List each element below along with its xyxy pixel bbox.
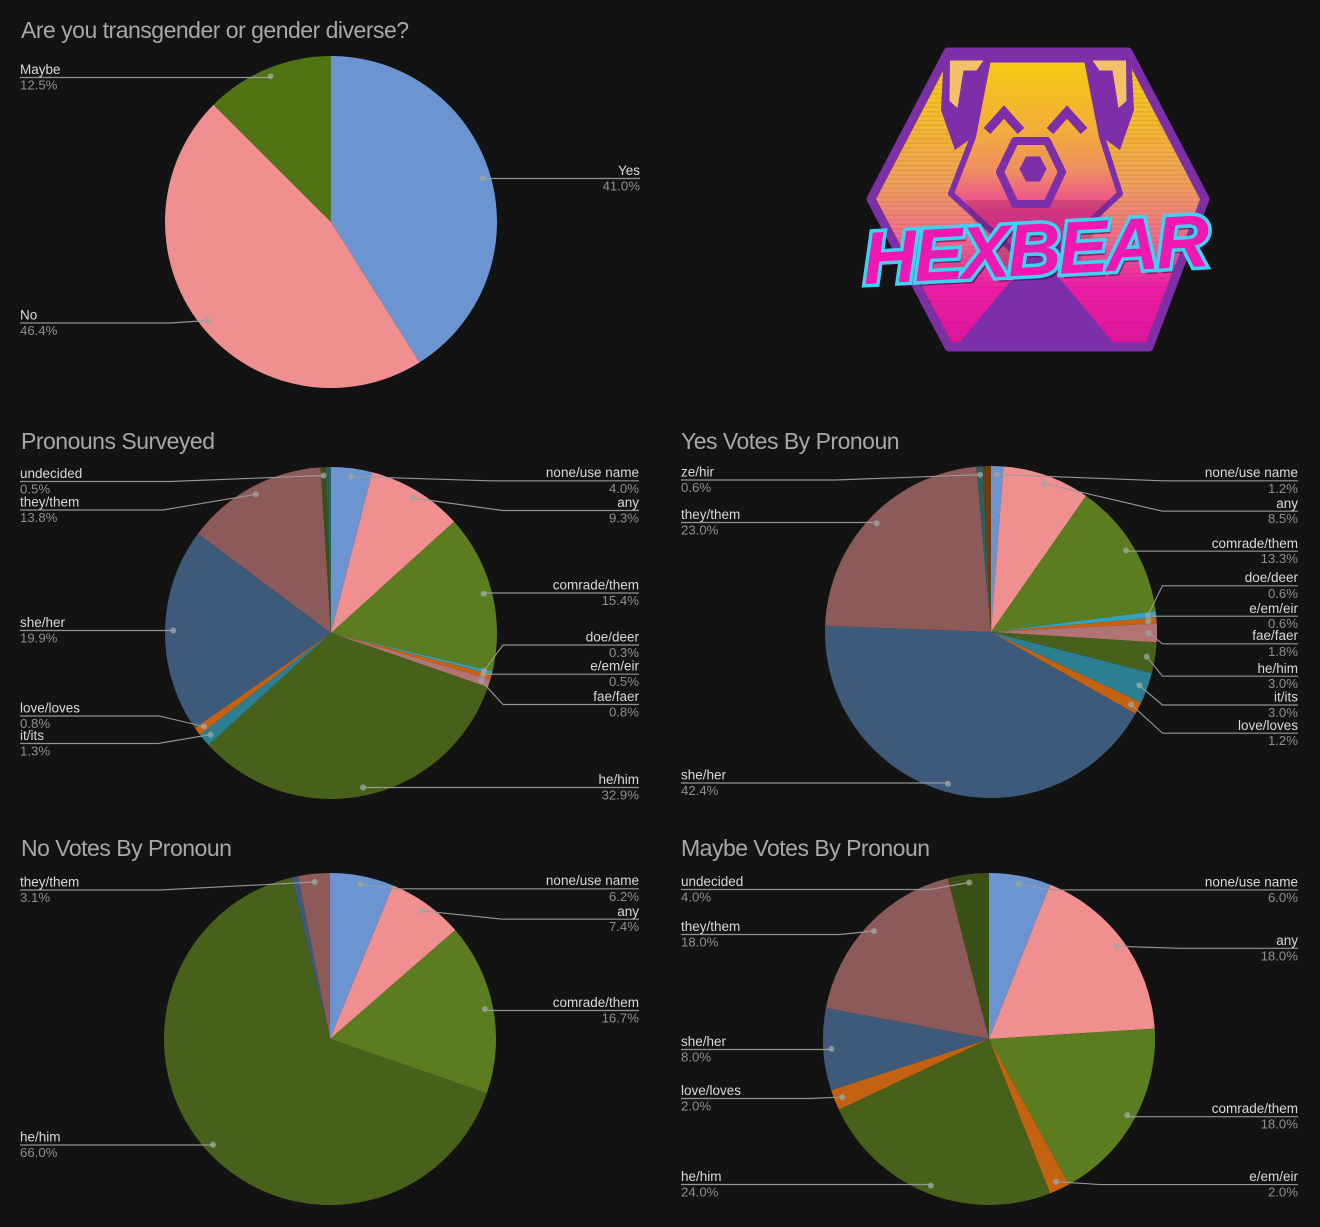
svg-text:doe/deer: doe/deer <box>586 630 640 645</box>
svg-text:8.5%: 8.5% <box>1268 511 1298 526</box>
svg-text:15.4%: 15.4% <box>602 593 640 608</box>
svg-text:3.0%: 3.0% <box>1268 676 1298 691</box>
svg-text:13.8%: 13.8% <box>20 510 58 525</box>
svg-text:any: any <box>1276 496 1298 511</box>
svg-text:3.0%: 3.0% <box>1268 705 1298 720</box>
svg-text:1.3%: 1.3% <box>20 744 50 759</box>
svg-text:none/use name: none/use name <box>1205 465 1298 480</box>
svg-text:1.8%: 1.8% <box>1268 644 1298 659</box>
svg-text:16.7%: 16.7% <box>602 1011 640 1026</box>
svg-text:comrade/them: comrade/them <box>1212 536 1298 551</box>
svg-text:66.0%: 66.0% <box>20 1145 58 1160</box>
svg-text:12.5%: 12.5% <box>20 78 58 93</box>
svg-text:Pronouns Surveyed: Pronouns Surveyed <box>21 428 215 454</box>
svg-text:4.0%: 4.0% <box>681 890 711 905</box>
svg-text:love/loves: love/loves <box>681 1083 741 1098</box>
svg-text:any: any <box>617 904 639 919</box>
svg-text:he/him: he/him <box>598 772 639 787</box>
svg-text:none/use name: none/use name <box>546 873 639 888</box>
svg-text:0.6%: 0.6% <box>681 480 711 495</box>
svg-text:13.3%: 13.3% <box>1261 551 1299 566</box>
svg-text:they/them: they/them <box>681 507 740 522</box>
svg-text:he/him: he/him <box>681 1169 722 1184</box>
svg-text:they/them: they/them <box>681 919 740 934</box>
svg-text:18.0%: 18.0% <box>1261 1117 1299 1132</box>
svg-text:doe/deer: doe/deer <box>1245 570 1299 585</box>
svg-text:comrade/them: comrade/them <box>553 995 639 1010</box>
svg-text:they/them: they/them <box>20 495 79 510</box>
svg-text:she/her: she/her <box>681 1034 727 1049</box>
svg-text:8.0%: 8.0% <box>681 1050 711 1065</box>
svg-text:19.9%: 19.9% <box>20 631 58 646</box>
svg-text:none/use name: none/use name <box>546 465 639 480</box>
svg-text:Are you transgender or gender: Are you transgender or gender diverse? <box>21 17 409 43</box>
svg-text:it/its: it/its <box>20 728 44 743</box>
svg-text:6.0%: 6.0% <box>1268 890 1298 905</box>
svg-text:love/loves: love/loves <box>1238 718 1298 733</box>
svg-text:6.2%: 6.2% <box>609 889 639 904</box>
svg-text:HEXBEAR: HEXBEAR <box>864 204 1214 305</box>
svg-text:23.0%: 23.0% <box>681 523 719 538</box>
svg-text:none/use name: none/use name <box>1205 874 1298 889</box>
svg-text:he/him: he/him <box>20 1130 61 1145</box>
svg-text:he/him: he/him <box>1257 661 1298 676</box>
svg-text:18.0%: 18.0% <box>681 935 719 950</box>
svg-text:undecided: undecided <box>681 874 743 889</box>
svg-text:they/them: they/them <box>20 875 79 890</box>
svg-text:comrade/them: comrade/them <box>1212 1101 1298 1116</box>
svg-text:ze/hir: ze/hir <box>681 465 715 480</box>
svg-text:0.5%: 0.5% <box>609 674 639 689</box>
svg-text:32.9%: 32.9% <box>602 788 640 803</box>
svg-text:she/her: she/her <box>20 615 66 630</box>
svg-text:41.0%: 41.0% <box>603 179 641 194</box>
svg-text:Yes Votes By Pronoun: Yes Votes By Pronoun <box>681 428 899 454</box>
svg-text:4.0%: 4.0% <box>609 481 639 496</box>
svg-text:9.3%: 9.3% <box>609 511 639 526</box>
svg-text:any: any <box>617 495 639 510</box>
svg-text:undecided: undecided <box>20 466 82 481</box>
svg-text:0.6%: 0.6% <box>1268 616 1298 631</box>
svg-text:0.6%: 0.6% <box>1268 586 1298 601</box>
svg-text:0.8%: 0.8% <box>20 716 50 731</box>
svg-text:fae/faer: fae/faer <box>1252 628 1298 643</box>
svg-text:24.0%: 24.0% <box>681 1185 719 1200</box>
svg-text:e/em/eir: e/em/eir <box>1249 1169 1298 1184</box>
svg-text:2.0%: 2.0% <box>1268 1185 1298 1200</box>
svg-text:0.3%: 0.3% <box>609 645 639 660</box>
svg-text:comrade/them: comrade/them <box>553 578 639 593</box>
svg-text:fae/faer: fae/faer <box>593 689 639 704</box>
svg-text:1.2%: 1.2% <box>1268 733 1298 748</box>
svg-text:42.4%: 42.4% <box>681 783 719 798</box>
svg-text:0.8%: 0.8% <box>609 705 639 720</box>
svg-text:love/loves: love/loves <box>20 701 80 716</box>
svg-text:Maybe: Maybe <box>20 62 61 77</box>
svg-text:2.0%: 2.0% <box>681 1099 711 1114</box>
svg-text:46.4%: 46.4% <box>20 323 58 338</box>
svg-text:0.5%: 0.5% <box>20 482 50 497</box>
svg-text:Yes: Yes <box>618 163 640 178</box>
svg-text:e/em/eir: e/em/eir <box>1249 601 1298 616</box>
svg-text:18.0%: 18.0% <box>1261 948 1299 963</box>
svg-text:any: any <box>1276 933 1298 948</box>
svg-text:she/her: she/her <box>681 768 727 783</box>
svg-text:No: No <box>20 308 37 323</box>
svg-text:e/em/eir: e/em/eir <box>590 659 639 674</box>
svg-text:it/its: it/its <box>1274 690 1298 705</box>
svg-text:1.2%: 1.2% <box>1268 481 1298 496</box>
svg-text:Maybe Votes By Pronoun: Maybe Votes By Pronoun <box>681 835 930 861</box>
svg-text:No Votes By Pronoun: No Votes By Pronoun <box>21 835 231 861</box>
svg-text:3.1%: 3.1% <box>20 890 50 905</box>
svg-text:7.4%: 7.4% <box>609 919 639 934</box>
